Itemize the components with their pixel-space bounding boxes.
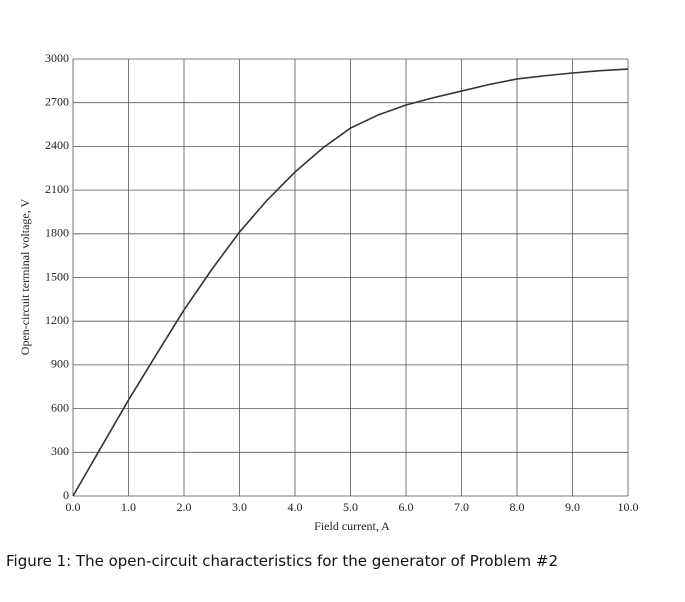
x-tick-label: 0.0	[66, 500, 81, 514]
chart: Field current, A Open-circuit terminal v…	[18, 51, 639, 533]
caption: Figure 1: The open-circuit characteristi…	[6, 552, 559, 570]
y-tick-label: 1800	[45, 226, 69, 240]
x-tick-label: 9.0	[565, 500, 580, 514]
y-tick-label: 2400	[45, 138, 69, 152]
y-tick-label: 3000	[45, 51, 69, 65]
x-tick-label: 2.0	[177, 500, 192, 514]
y-tick-label: 900	[51, 357, 69, 371]
y-tick-label: 2100	[45, 182, 69, 196]
y-axis-label: Open-circuit terminal voltage, V	[18, 198, 32, 355]
curve	[72, 68, 629, 497]
x-tick-label: 1.0	[121, 500, 136, 514]
y-tick-label: 300	[51, 444, 69, 458]
x-tick-label: 8.0	[510, 500, 525, 514]
y-tick-label: 1200	[45, 313, 69, 327]
x-axis-label: Field current, A	[314, 519, 390, 533]
x-tick-label: 3.0	[232, 500, 247, 514]
x-tick-label: 10.0	[618, 500, 639, 514]
x-tick-label: 4.0	[288, 500, 303, 514]
x-tick-label: 6.0	[399, 500, 414, 514]
y-tick-label: 2700	[45, 94, 69, 108]
y-tick-label: 1500	[45, 269, 69, 283]
x-tick-label: 5.0	[343, 500, 358, 514]
y-tick-label: 600	[51, 400, 69, 414]
x-tick-label: 7.0	[454, 500, 469, 514]
y-tick-label: 0	[63, 488, 69, 502]
